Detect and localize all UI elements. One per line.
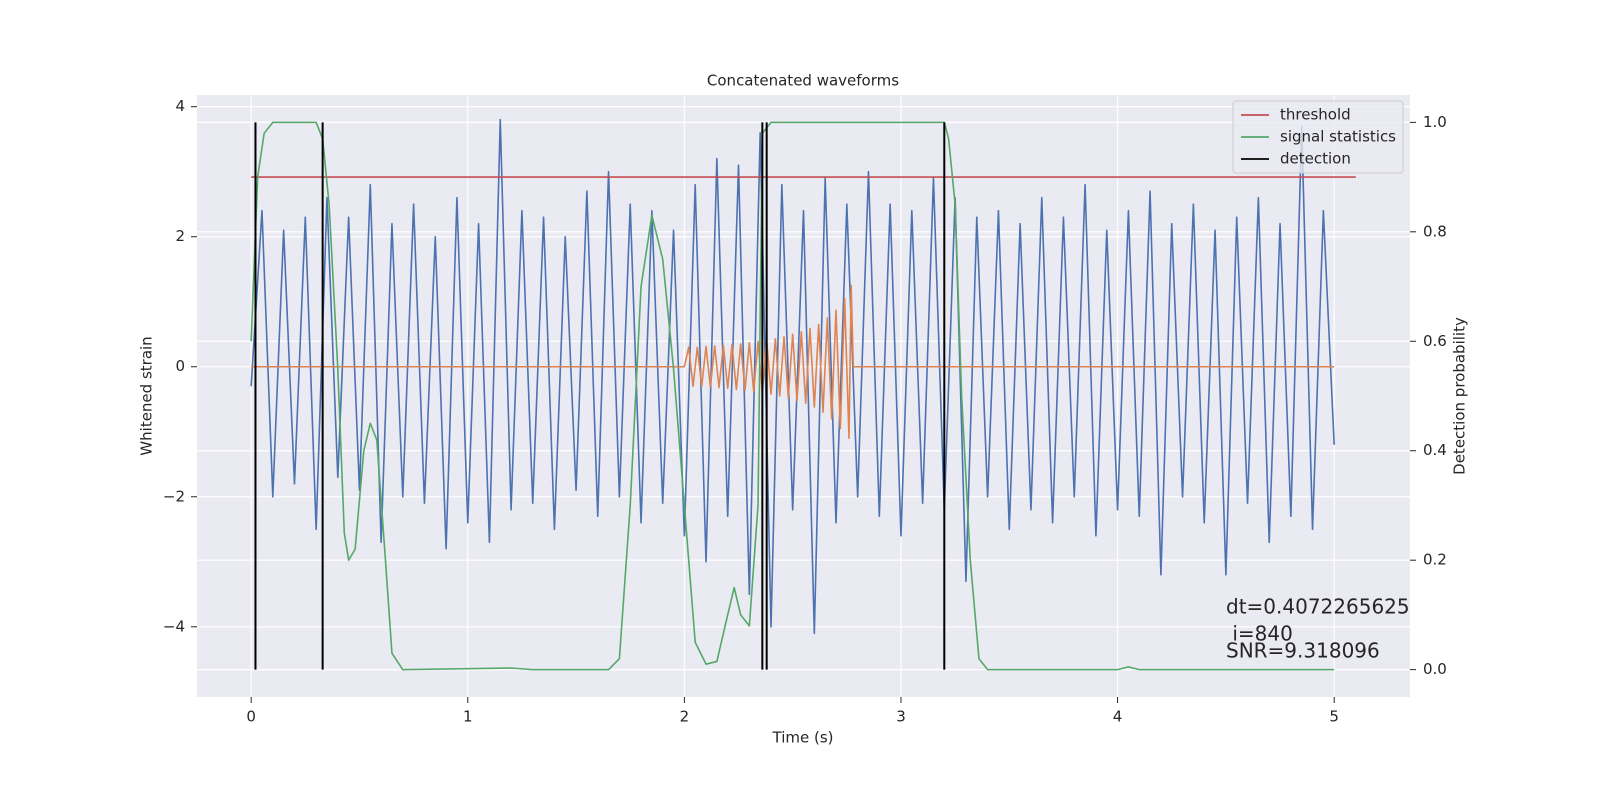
x-tick-label: 1: [463, 708, 473, 726]
y2-tick-label: 0.8: [1423, 222, 1447, 240]
series-line: [251, 284, 1335, 440]
legend-label: threshold: [1280, 106, 1351, 124]
legend: threshold signal statistics detection: [1232, 100, 1404, 174]
series-line: [250, 121, 1335, 671]
y-tick-label: 2: [175, 227, 185, 245]
annotation: i=840: [1226, 622, 1293, 646]
x-tick-label: 5: [1329, 708, 1339, 726]
y-tick-label: −4: [163, 617, 185, 635]
marks: [250, 118, 1356, 671]
y-axis-label: Whitened strain: [138, 336, 156, 455]
legend-label: detection: [1280, 150, 1351, 168]
x-tick-label: 4: [1113, 708, 1123, 726]
annotation: SNR=9.318096: [1226, 639, 1380, 663]
x-tick-label: 2: [680, 708, 690, 726]
y2-tick-label: 0.4: [1423, 441, 1447, 459]
annotation: dt=0.4072265625: [1226, 595, 1410, 619]
y2-tick-label: 0.2: [1423, 551, 1447, 569]
y-tick-label: 0: [175, 357, 185, 375]
chart-title: Concatenated waveforms: [707, 72, 899, 90]
legend-label: signal statistics: [1280, 128, 1396, 146]
y-tick-label: 4: [175, 97, 185, 115]
y2-tick-label: 1.0: [1423, 113, 1447, 131]
x-tick-label: 3: [896, 708, 906, 726]
legend-box: [1232, 100, 1404, 174]
series-line: [250, 118, 1335, 635]
y2-tick-label: 0.0: [1423, 660, 1447, 678]
x-tick-label: 0: [246, 708, 256, 726]
y2-axis-label: Detection probability: [1451, 317, 1469, 475]
y-tick-label: −2: [163, 487, 185, 505]
y2-tick-label: 0.6: [1423, 332, 1447, 350]
x-axis-label: Time (s): [772, 729, 834, 747]
